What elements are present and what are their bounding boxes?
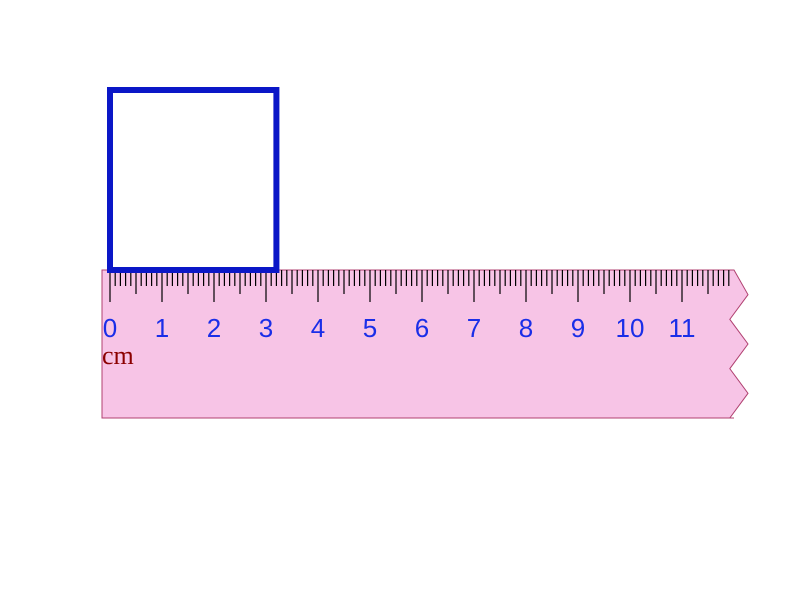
ruler-number-label: 9 — [571, 313, 585, 343]
ruler-number-label: 2 — [207, 313, 221, 343]
measurement-diagram: 0 1 2 3 4 5 6 7 8 9 10 11 cm — [0, 0, 794, 596]
ruler-number-label: 5 — [363, 313, 377, 343]
ruler-number-label: 8 — [519, 313, 533, 343]
ruler-number-label: 6 — [415, 313, 429, 343]
ruler-number-label: 1 — [155, 313, 169, 343]
ruler-number-label: 10 — [616, 313, 645, 343]
ruler-body — [102, 270, 748, 418]
ruler-number-label: 3 — [259, 313, 273, 343]
ruler-number-label: 4 — [311, 313, 325, 343]
ruler-number-label: 11 — [669, 313, 696, 343]
ruler-number-label: 7 — [467, 313, 481, 343]
ruler-number-label: 0 — [103, 313, 117, 343]
ruler-unit-label: cm — [102, 341, 134, 370]
measured-rectangle — [110, 90, 276, 270]
